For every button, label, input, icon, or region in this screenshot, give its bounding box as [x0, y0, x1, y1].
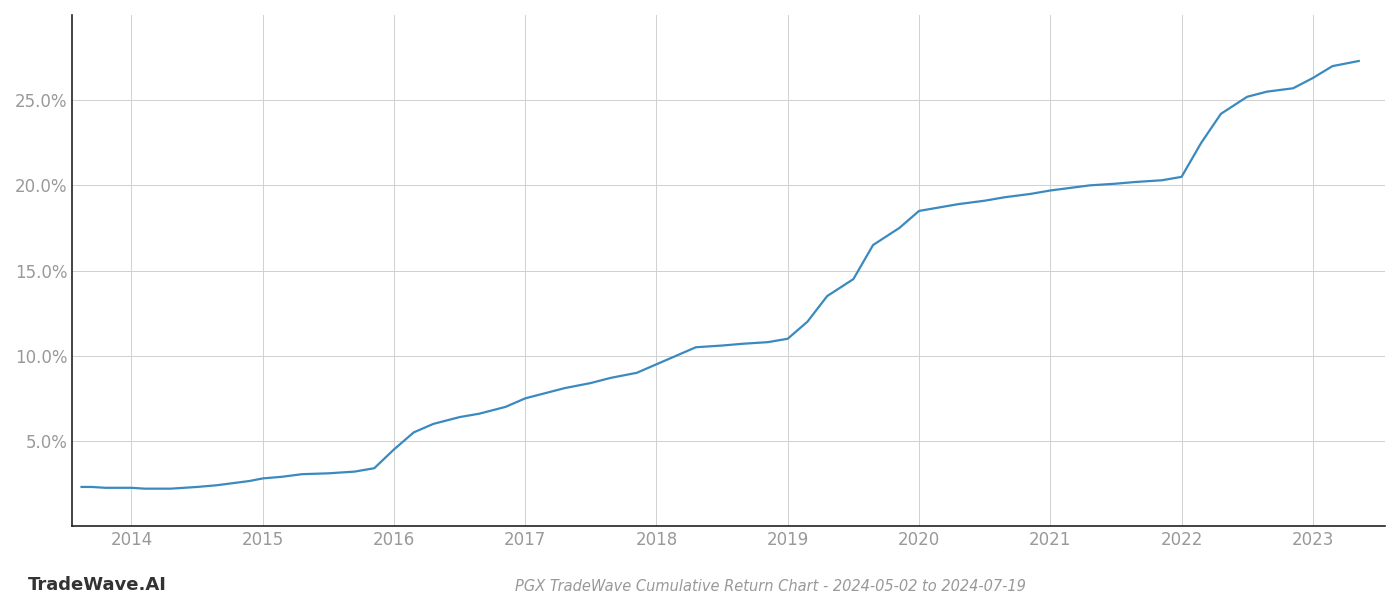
Text: TradeWave.AI: TradeWave.AI	[28, 576, 167, 594]
Text: PGX TradeWave Cumulative Return Chart - 2024-05-02 to 2024-07-19: PGX TradeWave Cumulative Return Chart - …	[515, 579, 1025, 594]
